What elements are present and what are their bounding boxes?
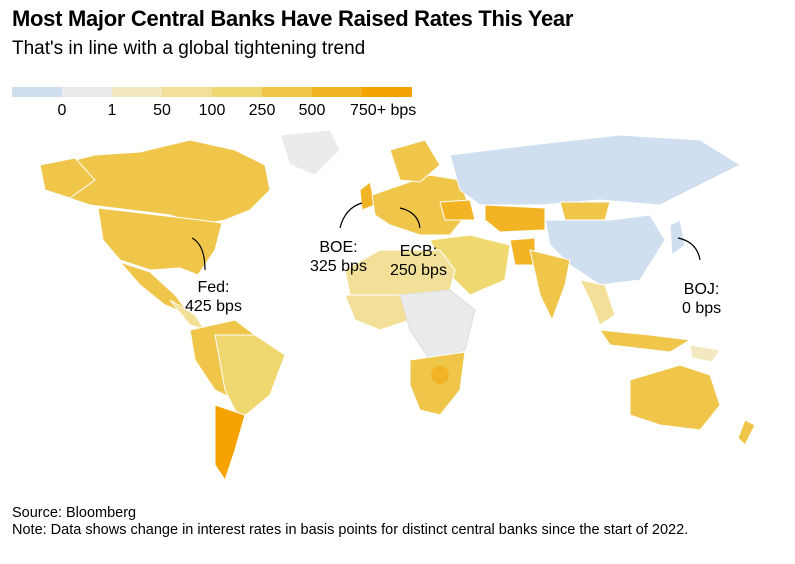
boj-arrow — [677, 237, 701, 261]
boe-label: BOE: — [319, 239, 358, 256]
fed-value: 425 bps — [185, 298, 242, 315]
region-mongolia — [559, 201, 611, 221]
world-map — [39, 129, 756, 482]
boe-arrow — [339, 202, 363, 229]
legend-swatch — [62, 87, 112, 97]
region-australia — [629, 364, 721, 431]
legend-label: 1 — [107, 102, 117, 119]
legend-label: 50 — [153, 102, 171, 119]
region-china — [544, 214, 666, 286]
boj-value: 0 bps — [682, 300, 722, 317]
legend-label: 0 — [57, 102, 67, 119]
region-central-africa — [399, 289, 476, 361]
region-canada — [54, 139, 271, 226]
legend: 0 1 50 100 250 500 750+ bps — [12, 87, 416, 124]
legend-swatch — [162, 87, 212, 97]
fed-arrow — [191, 237, 206, 271]
fed-label: Fed: — [197, 279, 230, 296]
legend-swatch — [362, 87, 412, 97]
region-japan — [669, 219, 686, 256]
region-ukraine — [439, 199, 476, 221]
region-zambia — [431, 366, 449, 384]
region-greenland — [279, 129, 341, 176]
boe-annotation: BOE: 325 bps — [310, 238, 367, 276]
region-new-zealand — [737, 419, 756, 446]
ecb-value: 250 bps — [390, 262, 447, 279]
region-russia — [449, 134, 742, 206]
boj-annotation: BOJ: 0 bps — [682, 280, 721, 318]
chart-subtitle: That's in line with a global tightening … — [12, 38, 366, 59]
region-scandinavia — [389, 139, 441, 183]
ecb-annotation: ECB: 250 bps — [390, 242, 447, 280]
legend-swatch — [212, 87, 262, 97]
fed-annotation: Fed: 425 bps — [185, 278, 242, 316]
legend-swatch — [262, 87, 312, 97]
region-alaska — [39, 157, 96, 199]
boe-value: 325 bps — [310, 258, 367, 275]
region-argentina — [214, 404, 246, 482]
boj-label: BOJ: — [683, 281, 720, 298]
region-west-africa — [344, 294, 411, 331]
footer: Source: Bloomberg Note: Data shows chang… — [12, 505, 787, 539]
legend-label: 500 — [298, 102, 326, 119]
data-note: Note: Data shows change in interest rate… — [12, 522, 689, 538]
region-southeast-asia — [579, 279, 616, 326]
ecb-label: ECB: — [399, 243, 438, 260]
ecb-arrow — [399, 207, 421, 229]
source-note: Source: Bloomberg — [12, 505, 137, 521]
region-india — [529, 249, 571, 322]
chart-title: Most Major Central Banks Have Raised Rat… — [12, 6, 574, 31]
legend-swatch — [312, 87, 362, 97]
legend-swatch — [112, 87, 162, 97]
legend-label: 100 — [198, 102, 226, 119]
legend-label: 750+ bps — [350, 102, 417, 119]
region-usa — [97, 207, 223, 276]
region-papua — [689, 344, 721, 363]
legend-swatch — [12, 87, 62, 97]
legend-label: 250 — [248, 102, 276, 119]
region-brazil — [214, 334, 286, 421]
region-indonesia — [598, 329, 692, 353]
region-kazakhstan — [484, 204, 546, 233]
